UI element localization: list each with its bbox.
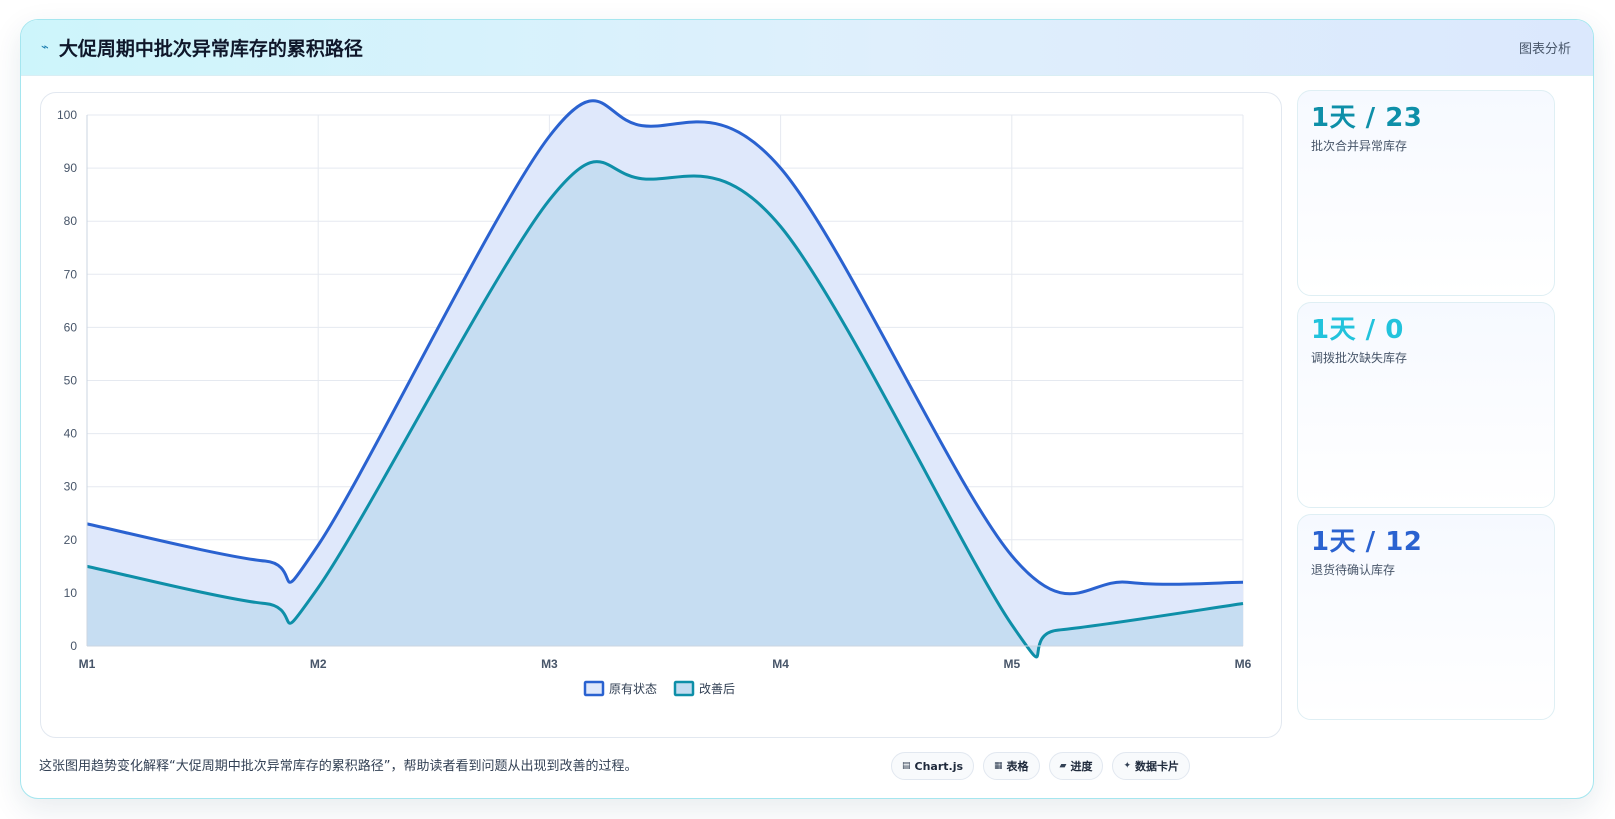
legend-label: 原有状态 bbox=[609, 682, 657, 696]
series-line bbox=[86, 99, 1244, 596]
kpi-value: 1天 / 0 bbox=[1311, 315, 1404, 345]
series-area bbox=[87, 161, 1243, 657]
legend-swatch bbox=[583, 680, 605, 697]
card-header: ⌁ 大促周期中批次异常库存的累积路径 图表分析 bbox=[21, 20, 1593, 76]
x-tick-label: M1 bbox=[79, 657, 96, 671]
y-tick-label: 40 bbox=[64, 427, 78, 441]
y-tick-label: 70 bbox=[64, 267, 78, 281]
kpi-label: 退货待确认库存 bbox=[1311, 563, 1396, 577]
y-tick-label: 50 bbox=[64, 374, 78, 388]
chart-description: 这张图用趋势变化解释“大促周期中批次异常库存的累积路径”，帮助读者看到问题从出现… bbox=[39, 759, 638, 774]
chip-label: 表格 bbox=[1006, 760, 1029, 773]
y-tick-label: 60 bbox=[64, 320, 78, 334]
y-tick-label: 90 bbox=[64, 161, 78, 175]
main-card: ⌁ 大促周期中批次异常库存的累积路径 图表分析 0 10 20 30 40 50 60 70 8… bbox=[20, 19, 1594, 799]
chart-icon: ▤ bbox=[902, 761, 911, 771]
y-tick-label: 0 bbox=[70, 639, 77, 653]
area-chart: 0 10 20 30 40 50 60 70 80 90 100 M1 M2 M3 M4 M5 M6 原有状态 改善… bbox=[57, 99, 1252, 697]
x-tick-label: M5 bbox=[1003, 657, 1020, 671]
x-tick-label: M2 bbox=[310, 657, 327, 671]
x-tick-label: M3 bbox=[541, 657, 558, 671]
y-tick-label: 80 bbox=[64, 214, 78, 228]
legend-label: 改善后 bbox=[699, 681, 735, 696]
legend-swatch bbox=[673, 680, 695, 697]
chip-progress[interactable]: ▰ 进度 bbox=[1048, 752, 1104, 780]
x-tick-label: M6 bbox=[1235, 657, 1252, 671]
chart-analysis-tag: 图表分析 bbox=[1518, 42, 1571, 57]
series-line bbox=[86, 160, 1244, 659]
y-tick-label: 10 bbox=[64, 586, 78, 600]
kpi-card-merge: 1天 / 23 批次合并异常库存 bbox=[1297, 90, 1555, 296]
kpi-value: 1天 / 23 bbox=[1311, 103, 1423, 133]
chip-label: 进度 bbox=[1070, 760, 1093, 773]
kpi-value: 1天 / 12 bbox=[1311, 527, 1423, 557]
kpi-label: 调拨批次缺失库存 bbox=[1311, 351, 1408, 365]
kpi-label: 批次合并异常库存 bbox=[1311, 139, 1408, 153]
chart-panel: 0 10 20 30 40 50 60 70 80 90 100 M1 M2 M3 M4 M5 M6 原有状态 改善… bbox=[40, 92, 1282, 738]
card-icon: ✦ bbox=[1123, 761, 1132, 771]
chip-chartjs[interactable]: ▤ Chart.js bbox=[891, 752, 975, 780]
chip-label: Chart.js bbox=[914, 759, 964, 773]
kpi-card-transfer: 1天 / 0 调拨批次缺失库存 bbox=[1297, 302, 1555, 508]
page-title: 大促周期中批次异常库存的累积路径 bbox=[58, 38, 363, 60]
x-tick-label: M4 bbox=[772, 657, 789, 671]
progress-icon: ▰ bbox=[1059, 761, 1067, 771]
kpi-card-return: 1天 / 12 退货待确认库存 bbox=[1297, 514, 1555, 720]
tag-chips: ▤ Chart.js ▦ 表格 ▰ 进度 ✦ 数据卡片 bbox=[891, 752, 1191, 780]
y-tick-label: 30 bbox=[64, 480, 78, 494]
y-tick-label: 100 bbox=[57, 108, 77, 122]
chip-data-card[interactable]: ✦ 数据卡片 bbox=[1112, 752, 1191, 780]
bolt-icon: ⌁ bbox=[41, 40, 49, 55]
y-tick-label: 20 bbox=[64, 533, 78, 547]
chip-table[interactable]: ▦ 表格 bbox=[983, 752, 1040, 780]
chip-label: 数据卡片 bbox=[1135, 760, 1180, 773]
table-icon: ▦ bbox=[994, 761, 1003, 771]
